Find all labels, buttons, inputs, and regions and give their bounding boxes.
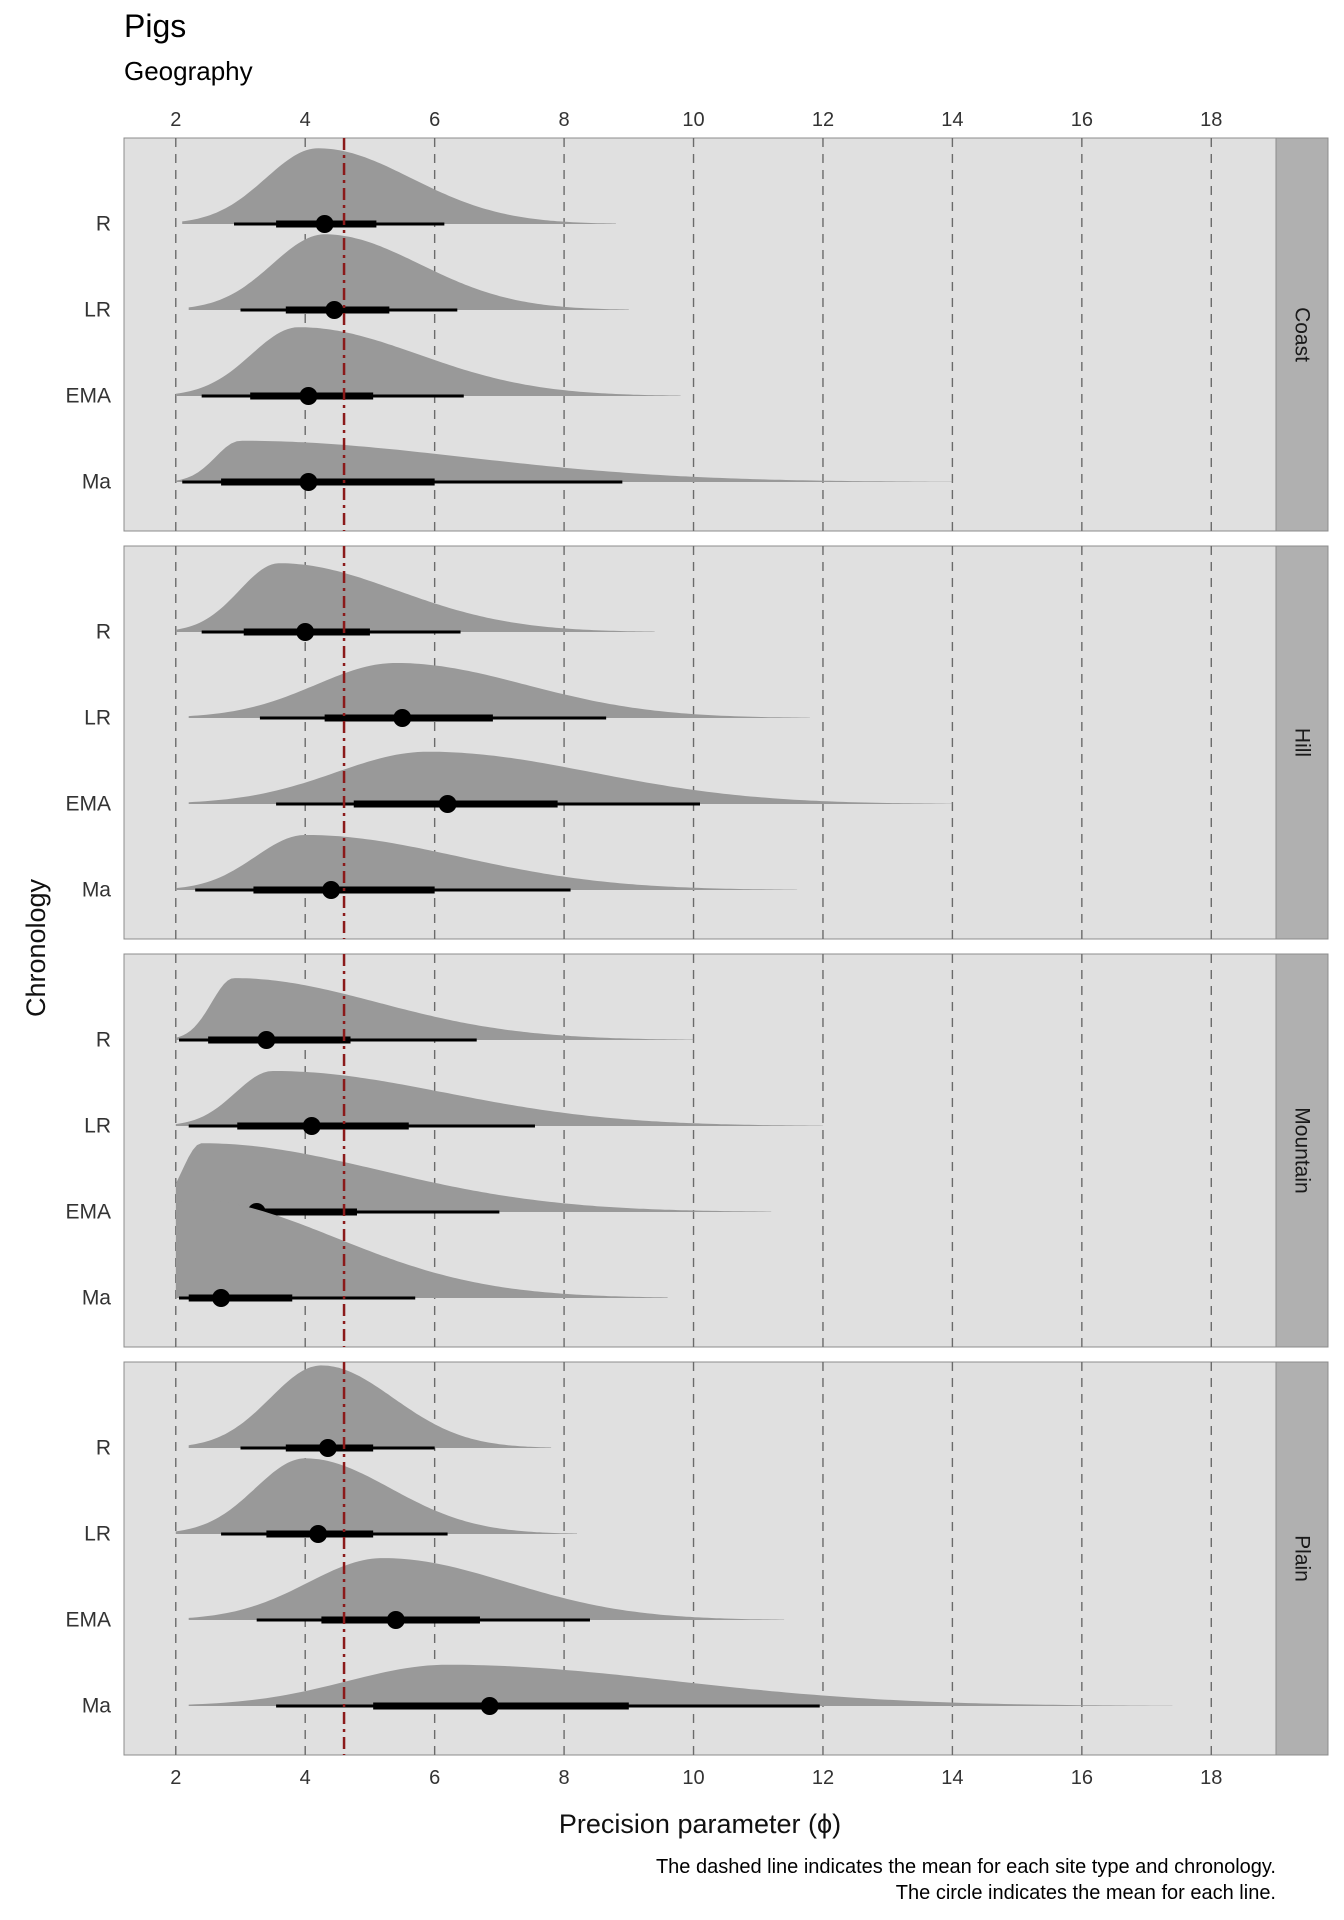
density-mountain-lr (175, 1071, 824, 1126)
density-coast-ema (175, 327, 681, 396)
x-tick-label-top: 2 (170, 109, 181, 131)
y-tick-label: LR (84, 1115, 111, 1138)
mean-point (480, 1697, 499, 1715)
chart-title: Pigs (124, 8, 187, 44)
x-tick-label-top: 14 (941, 109, 963, 131)
density-mountain-ma (175, 1198, 668, 1298)
facet-strip-label: Mountain (1291, 1107, 1314, 1193)
density-plain-r (188, 1365, 552, 1448)
density-mountain-r (175, 978, 694, 1040)
density-plain-lr (175, 1458, 578, 1534)
mean-point (212, 1289, 231, 1307)
facet-strip-label: Plain (1291, 1535, 1314, 1582)
mean-point (325, 301, 344, 319)
density-hill-ma (175, 835, 798, 890)
x-tick-label-top: 16 (1071, 109, 1093, 131)
mean-point (318, 1439, 337, 1457)
density-coast-ma (175, 440, 953, 482)
x-tick-label-bottom: 4 (300, 1767, 311, 1789)
x-tick-label-top: 8 (559, 109, 570, 131)
y-tick-label: EMA (65, 1609, 111, 1632)
x-tick-label-bottom: 8 (559, 1767, 570, 1789)
mean-point (322, 881, 341, 899)
chart-subtitle: Geography (124, 56, 253, 86)
density-hill-r (175, 563, 655, 632)
x-tick-label-top: 18 (1200, 109, 1222, 131)
mean-point (438, 795, 457, 813)
x-tick-label-bottom: 14 (941, 1767, 963, 1789)
mean-point (386, 1611, 405, 1629)
facet-strip (1275, 953, 1329, 1348)
y-tick-label: R (96, 1029, 111, 1052)
mean-point (315, 215, 334, 233)
facet-strip (1275, 545, 1329, 940)
y-tick-label: R (96, 213, 111, 236)
facet-strip (1275, 137, 1329, 532)
x-tick-label-bottom: 18 (1200, 1767, 1222, 1789)
density-coast-r (182, 148, 616, 224)
mean-point (257, 1031, 276, 1049)
mean-point (393, 709, 412, 727)
density-plain-ma (188, 1664, 1173, 1706)
x-tick-label-bottom: 12 (812, 1767, 834, 1789)
mean-point (299, 473, 318, 491)
density-mountain-ema (175, 1143, 772, 1212)
x-tick-label-bottom: 2 (170, 1767, 181, 1789)
y-tick-label: EMA (65, 1201, 111, 1224)
y-tick-label: Ma (82, 1695, 111, 1718)
y-tick-label: Ma (82, 879, 111, 902)
x-tick-label-bottom: 6 (429, 1767, 440, 1789)
y-tick-label: EMA (65, 385, 111, 408)
density-coast-lr (188, 234, 629, 310)
facet-strip-label: Coast (1291, 307, 1314, 362)
density-plain-ema (188, 1558, 785, 1620)
x-tick-label-top: 12 (812, 109, 834, 131)
facet-strip-label: Hill (1291, 728, 1314, 757)
mean-point (309, 1525, 328, 1543)
x-axis-title: Precision parameter (ϕ) (559, 1809, 841, 1839)
y-axis-title: Chronology (21, 878, 51, 1017)
y-tick-label: Ma (82, 471, 111, 494)
caption-line-2: The circle indicates the mean for each l… (895, 1882, 1276, 1904)
caption-line-1: The dashed line indicates the mean for e… (655, 1856, 1276, 1878)
x-tick-label-top: 4 (300, 109, 311, 131)
mean-point (299, 387, 318, 405)
density-hill-ema (188, 751, 953, 804)
x-tick-label-top: 6 (429, 109, 440, 131)
y-tick-label: Ma (82, 1287, 111, 1310)
y-tick-label: R (96, 1437, 111, 1460)
y-tick-label: R (96, 621, 111, 644)
mean-point (296, 623, 315, 641)
y-tick-label: EMA (65, 793, 111, 816)
facet-strip (1275, 1361, 1329, 1756)
y-tick-label: LR (84, 1523, 111, 1546)
y-tick-label: LR (84, 707, 111, 730)
y-tick-label: LR (84, 299, 111, 322)
x-tick-label-bottom: 16 (1071, 1767, 1093, 1789)
mean-point (302, 1117, 321, 1135)
x-tick-label-top: 10 (682, 109, 704, 131)
x-tick-label-bottom: 10 (682, 1767, 704, 1789)
